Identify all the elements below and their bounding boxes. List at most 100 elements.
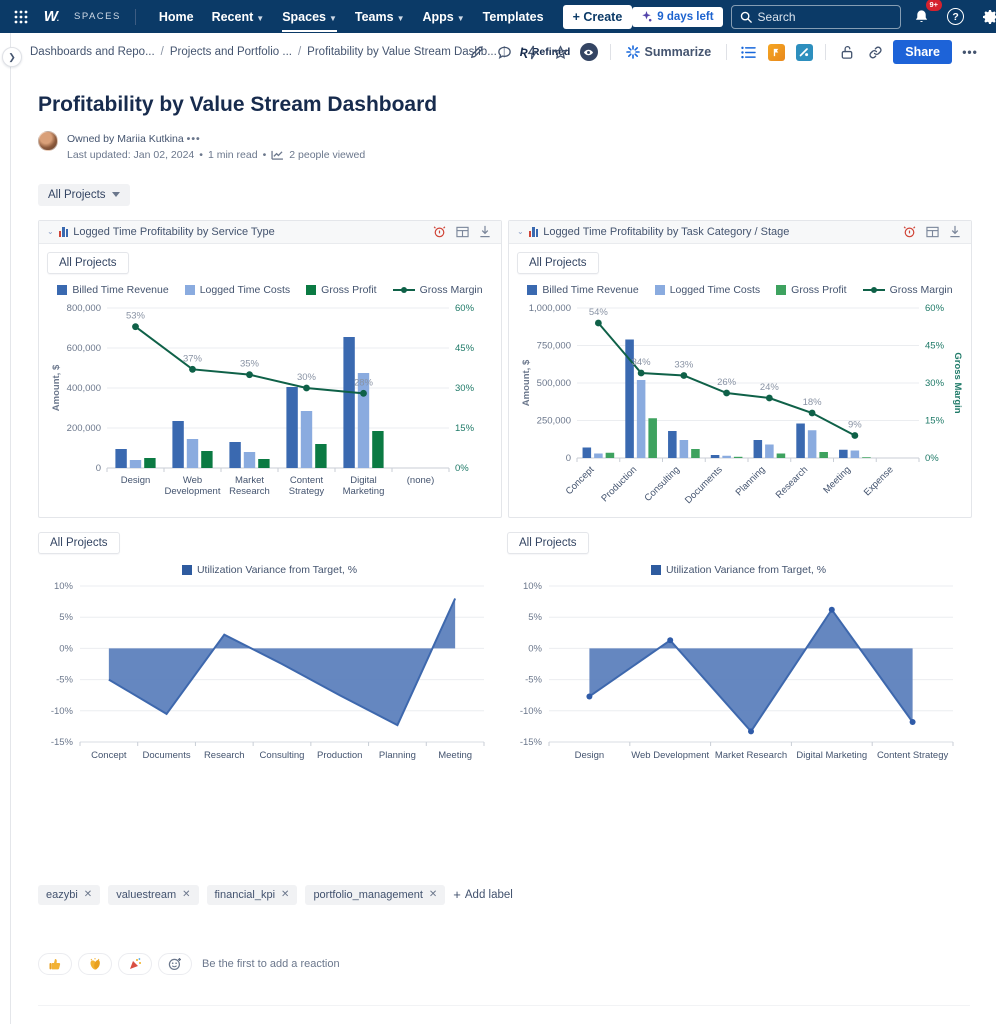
legend-item[interactable]: Logged Time Costs [654,284,760,296]
download-icon[interactable] [477,224,493,240]
comments-button[interactable] [493,40,517,64]
legend-item[interactable]: Billed Time Revenue [57,284,169,296]
alarm-icon[interactable] [431,224,447,240]
last-updated-text[interactable]: Last updated: Jan 02, 2024 [67,149,195,162]
owned-by-text[interactable]: Owned by Mariia Kutkina [67,133,184,145]
chart-tab-all-projects[interactable]: All Projects [507,531,589,554]
dashboard-row-2: All Projects Utilization Variance from T… [38,528,970,773]
legend-item[interactable]: Gross Profit [306,284,377,296]
settings-button[interactable] [977,5,996,29]
legend-item[interactable]: Gross Margin [392,284,483,296]
ai-summarize-button[interactable]: Summarize [620,42,718,62]
area-chart-utilization-stage: 10% 5% 0% -5% -10% -15% Concept Documents Resear… [51,581,485,761]
legend-swatch [776,284,787,295]
add-reaction-button[interactable] [158,952,192,975]
panel-title[interactable]: Logged Time Profitability by Service Typ… [73,225,275,238]
byline-more-button[interactable]: ••• [186,133,201,145]
app-grid-icon[interactable] [8,5,34,29]
party-reaction-button[interactable] [118,952,152,975]
label-pill-financial_kpi[interactable]: financial_kpi ✕ [206,884,298,905]
svg-text:Design: Design [575,750,605,761]
chart-tab-all-projects[interactable]: All Projects [38,531,120,554]
chart-tab-all-projects[interactable]: All Projects [47,251,129,274]
app-logo[interactable]: W. [43,8,60,25]
star-button[interactable] [549,40,573,64]
breadcrumb-item[interactable]: Dashboards and Repo... [30,46,155,58]
label-pill-valuestream[interactable]: valuestream ✕ [108,884,199,905]
panel-task-category: ⌄ Logged Time Profitability by Task Cate… [508,219,972,518]
thumbs-up-reaction-button[interactable] [38,952,72,975]
svg-text:Amount, $: Amount, $ [51,364,62,411]
breadcrumb-item[interactable]: Projects and Portfolio ... [169,46,292,58]
svg-text:500,000: 500,000 [537,378,571,389]
remove-label-icon[interactable]: ✕ [428,889,438,901]
table-icon[interactable] [454,224,470,240]
add-label-button[interactable]: + Add label [453,887,513,903]
panel-collapse-chevron[interactable]: ⌄ [47,227,54,237]
legend-item[interactable]: Utilization Variance from Target, % [650,564,826,576]
breadcrumb-item[interactable]: Profitability by Value Stream Dashb... [307,46,497,58]
watching-button[interactable] [577,40,601,64]
remove-label-icon[interactable]: ✕ [281,889,290,901]
create-button[interactable]: + Create [562,4,633,29]
plus-icon: + [453,887,461,903]
owner-avatar[interactable] [38,131,58,151]
svg-text:10%: 10% [54,581,74,592]
edit-button[interactable] [465,40,489,64]
legend-item[interactable]: Gross Profit [776,284,847,296]
svg-text:Design: Design [121,475,151,486]
trial-countdown-button[interactable]: 9 days left [632,6,723,27]
search-input[interactable] [757,9,878,24]
more-actions-button[interactable]: ••• [962,45,978,59]
toolbar-divider [609,44,611,60]
draw-app-icon[interactable] [792,40,816,64]
nav-item-apps[interactable]: Apps ▼ [422,9,465,24]
bar-chart-icon[interactable] [58,226,69,237]
page-filter-all-projects[interactable]: All Projects [38,183,130,206]
legend-item[interactable]: Gross Margin [862,284,953,296]
copy-link-button[interactable] [863,40,887,64]
automation-lightning-button[interactable] [521,40,545,64]
download-icon[interactable] [947,224,963,240]
toolbar-divider [726,44,728,60]
breadcrumb-separator: | [502,46,506,58]
ai-sparkle-icon [625,45,640,59]
nav-item-templates[interactable]: Templates [482,9,544,24]
legend-swatch [650,564,661,575]
expand-sidebar-button[interactable]: ❯ [2,47,22,67]
legend-item[interactable]: Billed Time Revenue [527,284,639,296]
help-button[interactable]: ? [943,5,969,29]
remove-label-icon[interactable]: ✕ [182,889,191,901]
people-viewed-text[interactable]: 2 people viewed [289,149,366,162]
share-button[interactable]: Share [893,40,952,64]
chart-tab-all-projects[interactable]: All Projects [517,251,599,274]
global-search[interactable] [730,4,901,29]
label-pill-eazybi[interactable]: eazybi ✕ [38,884,101,905]
reactions-row: Be the first to add a reaction [38,952,970,975]
notifications-button[interactable]: 9+ [909,0,942,29]
nav-item-teams[interactable]: Teams ▼ [354,9,405,24]
breadcrumb-toolbar-row: Dashboards and Repo... / Projects and Port… [0,33,996,71]
thumbs-up-icon [49,958,61,969]
label-pill-portfolio_management[interactable]: portfolio_management ✕ [305,884,446,905]
app-new-icon[interactable] [764,40,788,64]
byline: Owned by Mariia Kutkina ••• Last updated… [38,131,970,164]
table-icon[interactable] [924,224,940,240]
bar-chart-icon[interactable] [528,226,539,237]
nav-item-spaces[interactable]: Spaces ▼ [273,2,346,32]
remove-label-icon[interactable]: ✕ [83,889,93,901]
chevron-down-icon: ▼ [256,13,265,23]
panel-title[interactable]: Logged Time Profitability by Task Catego… [543,225,790,238]
svg-text:0%: 0% [528,643,542,654]
svg-text:Meeting: Meeting [821,464,853,496]
nav-item-home[interactable]: Home [158,9,194,24]
legend-item[interactable]: Logged Time Costs [184,284,290,296]
svg-text:Digital Marketing: Digital Marketing [796,750,867,761]
clap-reaction-button[interactable] [78,952,112,975]
legend-item[interactable]: Utilization Variance from Target, % [181,564,357,576]
alarm-icon[interactable] [901,224,917,240]
nav-item-recent[interactable]: Recent ▼ [211,9,265,24]
restrictions-unlock-button[interactable] [835,40,859,64]
toc-list-button[interactable] [736,40,760,64]
panel-collapse-chevron[interactable]: ⌄ [517,227,524,237]
